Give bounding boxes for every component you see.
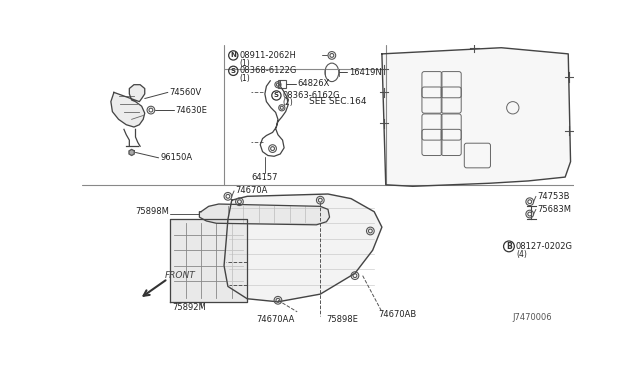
Polygon shape — [200, 204, 330, 225]
Text: N: N — [230, 52, 236, 58]
Text: 75898M: 75898M — [136, 207, 170, 216]
Text: 08127-0202G: 08127-0202G — [516, 242, 573, 251]
Text: 74560V: 74560V — [170, 88, 202, 97]
Text: 64826X: 64826X — [297, 79, 330, 89]
Text: 08911-2062H: 08911-2062H — [239, 51, 296, 60]
Text: (4): (4) — [516, 250, 527, 259]
Text: (1): (1) — [239, 59, 250, 68]
Text: 75898E: 75898E — [326, 315, 358, 324]
Text: (1): (1) — [239, 74, 250, 83]
Text: 96150A: 96150A — [160, 153, 192, 162]
Text: 74670AA: 74670AA — [257, 315, 295, 324]
Text: B: B — [506, 242, 512, 251]
Text: 08368-6122G: 08368-6122G — [239, 66, 297, 75]
Polygon shape — [382, 48, 570, 186]
Text: 75683M: 75683M — [538, 205, 572, 214]
Polygon shape — [129, 150, 134, 155]
Text: 75892M: 75892M — [172, 304, 206, 312]
Polygon shape — [170, 219, 247, 302]
Text: (2): (2) — [283, 98, 293, 107]
Polygon shape — [224, 194, 382, 302]
Text: FRONT: FRONT — [164, 271, 195, 280]
Text: 16419N: 16419N — [349, 68, 381, 77]
Text: 64157: 64157 — [252, 173, 278, 182]
Text: SEE SEC.164: SEE SEC.164 — [308, 97, 366, 106]
Bar — [278, 80, 285, 88]
Text: 08363-6162G: 08363-6162G — [283, 91, 340, 100]
Text: 74753B: 74753B — [538, 192, 570, 201]
Polygon shape — [111, 85, 145, 127]
Text: J7470006: J7470006 — [513, 313, 552, 322]
Text: 74670A: 74670A — [236, 186, 268, 195]
Text: 74670AB: 74670AB — [378, 310, 417, 319]
Text: 74630E: 74630E — [175, 106, 207, 115]
Text: S: S — [231, 68, 236, 74]
Text: S: S — [274, 93, 279, 99]
